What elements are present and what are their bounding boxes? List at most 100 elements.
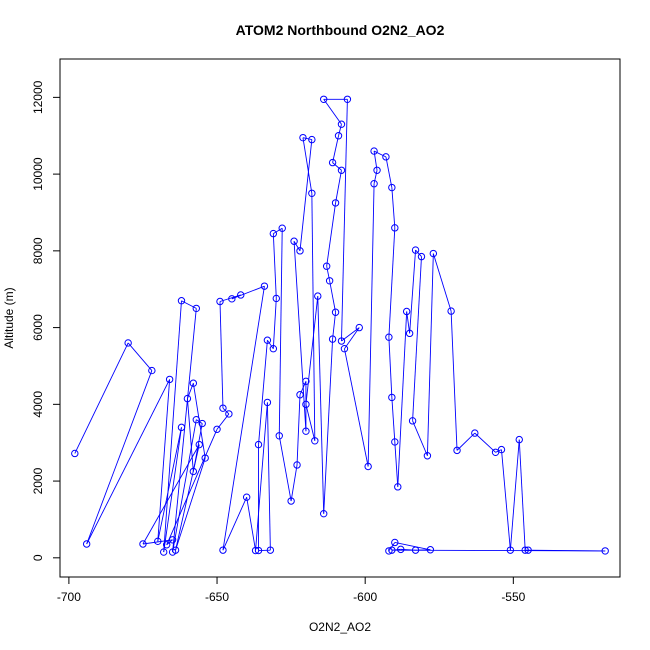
series-line-segment: [391, 187, 396, 228]
data-point: [394, 483, 402, 491]
series-line-segment: [391, 548, 401, 551]
data-point: [320, 95, 328, 103]
data-point: [355, 323, 363, 332]
y-tick-label: 4000: [31, 391, 45, 418]
y-axis-label: Altitude (m): [2, 287, 16, 348]
data-point: [370, 147, 378, 155]
series-line-segment: [323, 99, 342, 125]
series-line-segment: [296, 394, 301, 465]
data-point: [189, 379, 198, 387]
series-line-segment: [311, 193, 316, 441]
data-point: [296, 247, 304, 255]
data-point: [405, 329, 414, 338]
series-points: [71, 95, 609, 556]
series-line-segment: [388, 337, 393, 398]
series-line-segment: [344, 348, 369, 467]
y-tick-label: 12000: [31, 80, 45, 114]
data-point: [497, 445, 506, 454]
series-line-segment: [326, 202, 337, 267]
data-point: [242, 493, 251, 501]
data-point: [269, 344, 278, 353]
series-line-segment: [341, 99, 348, 342]
series-line-segment: [450, 311, 458, 451]
data-point: [225, 410, 233, 418]
data-point: [299, 133, 307, 142]
series-line-segment: [163, 300, 182, 553]
data-point: [195, 440, 203, 449]
series-line-segment: [86, 379, 171, 545]
series-line-segment: [373, 170, 378, 184]
series-line-segment: [219, 301, 224, 409]
series-line-segment: [186, 398, 194, 472]
series-line-segment: [278, 228, 283, 436]
series-line-segment: [332, 162, 342, 171]
y-tick-label: 2000: [31, 467, 45, 494]
series-line-segment: [501, 449, 511, 551]
x-tick-label: -700: [57, 590, 81, 604]
series-line-segment: [415, 249, 422, 257]
data-point: [260, 282, 269, 290]
series-line-segment: [157, 427, 182, 542]
data-point: [447, 307, 455, 315]
data-point: [266, 546, 275, 554]
data-point: [328, 158, 337, 167]
series-line-segment: [166, 429, 218, 545]
series-line-segment: [373, 150, 387, 158]
data-point: [397, 545, 405, 554]
series-line-segment: [391, 397, 396, 442]
series-lines: [74, 98, 606, 553]
data-point: [382, 153, 390, 161]
data-point: [385, 547, 393, 555]
data-point: [311, 437, 319, 445]
series-line-segment: [329, 280, 336, 313]
data-point: [228, 295, 236, 303]
y-tick-label: 0: [31, 554, 45, 561]
data-point: [198, 419, 206, 428]
series-line-segment: [246, 497, 256, 551]
series-line-segment: [385, 156, 393, 188]
series-line-segment: [367, 183, 375, 467]
y-tick-label: 10000: [31, 157, 45, 191]
series-line-segment: [175, 457, 206, 551]
data-point: [296, 391, 304, 399]
data-point: [388, 393, 396, 402]
data-point: [364, 462, 372, 471]
series-line-segment: [278, 435, 292, 502]
series-line-segment: [400, 548, 416, 551]
series-line-segment: [394, 441, 399, 487]
series-line-segment: [338, 124, 342, 136]
series-line-segment: [172, 308, 197, 553]
data-point: [337, 166, 346, 174]
series-line-segment: [432, 253, 452, 312]
y-axis: 0 2000 4000 6000 8000 10000 12000: [31, 80, 61, 561]
data-point: [453, 446, 461, 455]
data-point: [278, 224, 286, 232]
data-point: [601, 547, 609, 555]
series-line-segment: [305, 296, 319, 405]
data-point: [322, 262, 331, 270]
y-tick-label: 6000: [31, 314, 45, 341]
data-point: [183, 394, 192, 403]
data-point: [272, 294, 280, 303]
data-point: [388, 183, 396, 192]
series-line-segment: [166, 539, 173, 546]
series-line-segment: [74, 342, 129, 454]
data-point: [521, 546, 529, 554]
series-line-segment: [172, 419, 197, 553]
data-point: [290, 237, 298, 245]
data-point: [408, 417, 417, 425]
data-point: [82, 540, 91, 548]
series-line-segment: [341, 327, 360, 342]
data-point: [302, 427, 310, 435]
data-point: [411, 246, 420, 254]
y-tick-label: 8000: [31, 237, 45, 264]
data-point: [325, 277, 334, 285]
data-point: [391, 438, 399, 446]
data-point: [254, 440, 263, 449]
series-line-segment: [335, 170, 342, 203]
series-line-segment: [323, 339, 334, 514]
data-point: [219, 404, 227, 412]
series-line-segment: [222, 407, 230, 415]
data-point: [331, 199, 340, 207]
